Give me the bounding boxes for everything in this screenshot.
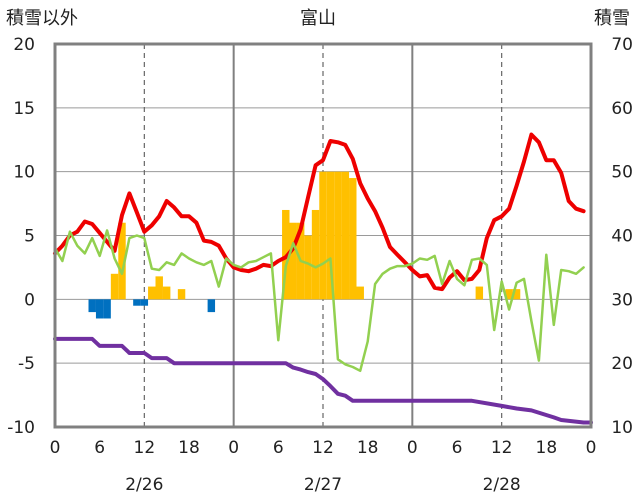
- x-tick-label: 18: [536, 438, 558, 458]
- left-axis-ticks: 20 15 10 5 0 -5 -10: [7, 35, 35, 438]
- series-lines: [53, 132, 593, 425]
- right-tick-label: 20: [611, 354, 633, 374]
- precip-bar: [505, 289, 513, 300]
- snow_depth-line: [53, 336, 593, 425]
- right-tick-label: 40: [611, 227, 633, 247]
- right-tick-label: 30: [611, 290, 633, 310]
- left-axis-label: 積雪以外: [6, 8, 78, 29]
- right-axis-label: 積雪: [594, 8, 630, 29]
- bars: [88, 171, 521, 319]
- right-tick-label: 50: [611, 163, 633, 183]
- x-tick-label: 18: [357, 438, 379, 458]
- x-axis-ticks: 0 6 12 18 0 6 12 18 0 6 12 18 0: [50, 438, 597, 458]
- negative_bar-bar: [133, 299, 141, 306]
- precip-bar: [349, 178, 357, 300]
- right-tick-label: 60: [611, 99, 633, 119]
- precip-bar: [341, 171, 350, 300]
- precip-bar: [319, 171, 327, 300]
- left-tick-label: 20: [13, 35, 35, 55]
- left-tick-label: 0: [24, 290, 35, 310]
- negative_bar-bar: [95, 299, 104, 319]
- precip-bar: [118, 222, 126, 300]
- right-tick-label: 70: [611, 35, 633, 55]
- negative_bar-bar: [140, 299, 149, 306]
- precip-bar: [162, 286, 171, 300]
- plot-frame: [53, 42, 593, 429]
- precip-bar: [512, 289, 521, 300]
- left-tick-label: -5: [18, 354, 35, 374]
- right-axis-ticks: 70 60 50 40 30 20 10: [611, 35, 633, 438]
- date-label: 2/27: [304, 475, 342, 495]
- x-tick-label: 0: [407, 438, 418, 458]
- green_series-line: [53, 229, 585, 373]
- right-tick-label: 10: [611, 418, 633, 438]
- x-tick-label: 0: [228, 438, 239, 458]
- date-label: 2/28: [483, 475, 521, 495]
- precip-bar: [475, 286, 484, 300]
- x-tick-label: 12: [491, 438, 513, 458]
- precip-bar: [155, 276, 163, 300]
- precip-bar: [304, 235, 312, 300]
- x-tick-label: 12: [134, 438, 156, 458]
- precip-bar: [311, 209, 320, 300]
- precip-bar: [148, 286, 156, 300]
- precip-bar: [289, 222, 297, 300]
- negative_bar-bar: [88, 299, 96, 313]
- precip-bar: [177, 289, 186, 300]
- left-tick-label: 10: [13, 163, 35, 183]
- precip-bar: [356, 286, 364, 300]
- left-tick-label: 15: [13, 99, 35, 119]
- date-labels: 2/26 2/27 2/28: [125, 475, 521, 495]
- negative_bar-bar: [207, 299, 216, 313]
- x-tick-label: 0: [50, 438, 61, 458]
- negative_bar-bar: [103, 299, 111, 319]
- chart-title: 富山: [300, 8, 336, 29]
- precip-bar: [110, 273, 119, 300]
- x-tick-label: 12: [312, 438, 334, 458]
- left-tick-label: -10: [7, 418, 35, 438]
- temperature-line: [53, 132, 586, 292]
- x-tick-label: 18: [178, 438, 200, 458]
- x-tick-label: 6: [273, 438, 284, 458]
- precip-bar: [334, 171, 342, 300]
- x-tick-label: 6: [94, 438, 105, 458]
- x-tick-label: 0: [586, 438, 597, 458]
- precip-bar: [326, 171, 335, 300]
- left-tick-label: 5: [24, 227, 35, 247]
- date-label: 2/26: [125, 475, 163, 495]
- x-tick-label: 6: [452, 438, 463, 458]
